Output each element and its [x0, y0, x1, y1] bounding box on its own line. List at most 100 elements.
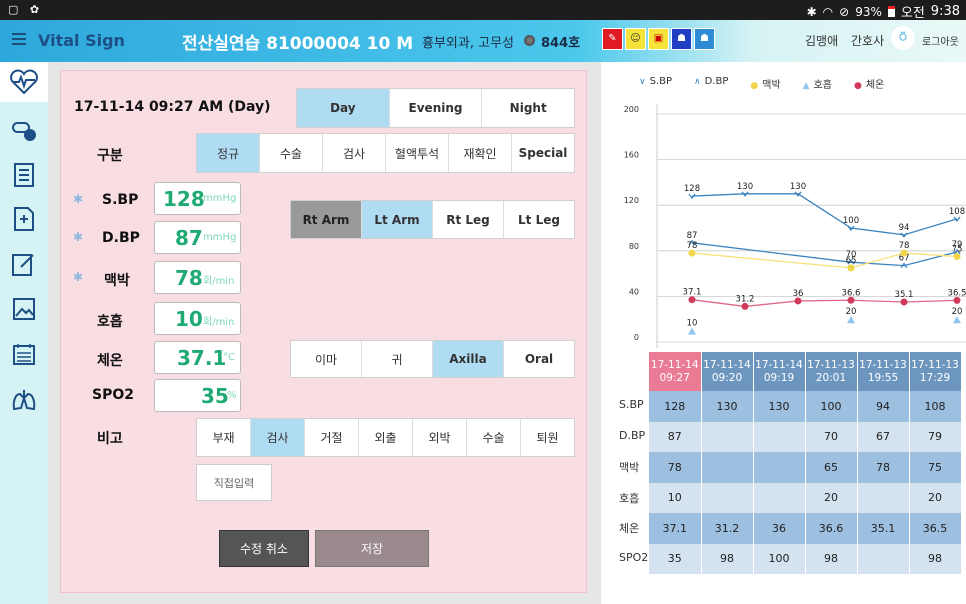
temp-site-ear[interactable]: 귀 [362, 341, 433, 377]
shift-day[interactable]: Day [297, 89, 390, 127]
spo2-input[interactable]: 35% [154, 379, 241, 412]
status-bar: ▢ ✿ ✱ ◠ ⊘ 93% 오전 9:38 [0, 0, 966, 21]
table-cell: 37.1 [649, 513, 702, 544]
header-time: 19:55 [867, 371, 899, 384]
table-cell: 78 [857, 452, 910, 483]
limb-lt-leg[interactable]: Lt Leg [518, 212, 560, 227]
table-row: 10 20 20 [649, 482, 962, 513]
medication-icon[interactable] [10, 116, 38, 144]
calendar-icon[interactable] [10, 340, 38, 368]
temp-input[interactable]: 37.1 °C [154, 341, 241, 374]
dbp-input[interactable]: 87 mmHg [154, 221, 241, 254]
y-tick-label: 120 [624, 196, 639, 205]
data-label: 78 [899, 241, 910, 251]
y-tick-label: 200 [624, 105, 639, 114]
hamburger-menu-icon[interactable] [12, 33, 26, 45]
table-column-header[interactable]: 17-11-14 09:27 [649, 352, 702, 391]
limb-rt-leg[interactable]: Rt Leg [433, 201, 504, 238]
remark-overnight[interactable]: 외박 [413, 419, 467, 456]
category-regular[interactable]: 정규 [197, 134, 260, 172]
pulse-unit: 회/min [203, 276, 235, 287]
remark-absent[interactable]: 부재 [197, 419, 251, 456]
category-label: 구분 [97, 148, 123, 164]
logout-button[interactable]: 로그아웃 [922, 37, 959, 48]
table-column-header[interactable]: 17-11-13 17:29 [909, 352, 962, 391]
temp-site-forehead[interactable]: 이마 [291, 341, 362, 377]
table-column-header[interactable]: 17-11-13 19:55 [857, 352, 910, 391]
remark-outing[interactable]: 외출 [359, 419, 413, 456]
sbp-input[interactable]: 128 mmHg [154, 182, 241, 215]
table-column-header[interactable]: 17-11-13 20:01 [805, 352, 858, 391]
temp-site-oral[interactable]: Oral [524, 352, 554, 366]
header-time: 20:01 [815, 371, 847, 384]
vital-label-temp: 체온 [97, 353, 123, 369]
sbp-point [794, 191, 802, 197]
category-selector: 정규 수술 검사 혈액투석 재확인 Special [196, 133, 575, 173]
patient-info: 전산실연습 81000004 10 M [182, 34, 414, 54]
limb-lt-arm[interactable]: Lt Arm [362, 201, 433, 238]
table-cell [701, 421, 754, 452]
category-dialysis[interactable]: 혈액투석 [386, 134, 449, 172]
table-column-header[interactable]: 17-11-14 09:19 [753, 352, 806, 391]
table-column-header[interactable]: 17-11-14 09:20 [701, 352, 754, 391]
note-edit-icon[interactable] [10, 250, 38, 278]
table-cell: 100 [805, 391, 858, 422]
table-cell [857, 543, 910, 574]
table-cell: 10 [649, 482, 702, 513]
resp-input[interactable]: 10 회/min [154, 302, 241, 335]
vital-sign-icon[interactable] [0, 62, 48, 102]
category-surgery[interactable]: 수술 [260, 134, 323, 172]
remark-exam[interactable]: 검사 [251, 419, 305, 456]
caution-alert-icon[interactable]: ☺ [625, 28, 646, 50]
header-date: 17-11-14 [650, 358, 699, 371]
legend-pulse: ● 맥박 [750, 80, 781, 91]
logout-icon[interactable]: ⍥ [891, 26, 915, 50]
category-recheck[interactable]: 재확인 [449, 134, 512, 172]
table-cell [753, 452, 806, 483]
bluetooth-icon: ✱ [806, 4, 817, 19]
data-label: 94 [899, 223, 910, 233]
table-row-label: D.BP [619, 428, 646, 442]
app-bar: Vital Sign 전산실연습 81000004 10 M 흉부외과, 고무성… [0, 20, 966, 62]
clipboard-icon[interactable] [10, 160, 38, 188]
vital-label-pulse: 맥박 [104, 273, 130, 289]
sbp-point [741, 191, 749, 197]
remark-surgery[interactable]: 수술 [467, 419, 521, 456]
table-cell: 128 [649, 391, 702, 422]
remark-selector: 부재 검사 거절 외출 외박 수술 퇴원 [196, 418, 575, 457]
spo2-value: 35 [201, 384, 229, 408]
table-cell: 70 [805, 421, 858, 452]
category-special[interactable]: Special [518, 146, 568, 160]
shift-selector: Day Evening Night [296, 88, 575, 128]
temp-unit: °C [223, 352, 235, 363]
clock-time: 9:38 [930, 4, 960, 19]
save-button[interactable]: 저장 [315, 530, 429, 567]
temp-site-axilla[interactable]: Axilla [433, 341, 504, 377]
resp-point [688, 327, 696, 335]
legend-sbp: ∨ S.BP [639, 76, 673, 87]
remark-refused[interactable]: 거절 [305, 419, 359, 456]
image-icon[interactable] [10, 295, 38, 323]
shift-evening[interactable]: Evening [390, 89, 483, 127]
isolation-alert-icon[interactable]: ☗ [694, 28, 715, 50]
fall-risk-alert-icon[interactable]: ☗ [671, 28, 692, 50]
resp-unit: 회/min [203, 317, 235, 328]
point-2 [900, 249, 908, 257]
cancel-edit-button[interactable]: 수정 취소 [219, 530, 309, 567]
table-cell: 98 [805, 543, 858, 574]
lungs-icon[interactable] [10, 386, 38, 414]
legend-temp: ● 체온 [853, 80, 885, 91]
document-add-icon[interactable] [10, 205, 38, 233]
y-tick-label: 40 [629, 287, 639, 296]
warning-alert-icon[interactable]: ▣ [648, 28, 669, 50]
pulse-input[interactable]: 78 회/min [154, 261, 241, 294]
direct-input-button[interactable]: 직접입력 [196, 464, 272, 501]
shift-night[interactable]: Night [509, 101, 547, 115]
limb-rt-arm[interactable]: Rt Arm [291, 201, 362, 238]
point-4 [741, 302, 749, 310]
category-exam[interactable]: 검사 [323, 134, 386, 172]
table-cell: 108 [909, 391, 962, 422]
app-title: Vital Sign [38, 31, 125, 50]
syringe-alert-icon[interactable]: ✎ [602, 28, 623, 50]
remark-discharge[interactable]: 퇴원 [536, 431, 559, 445]
